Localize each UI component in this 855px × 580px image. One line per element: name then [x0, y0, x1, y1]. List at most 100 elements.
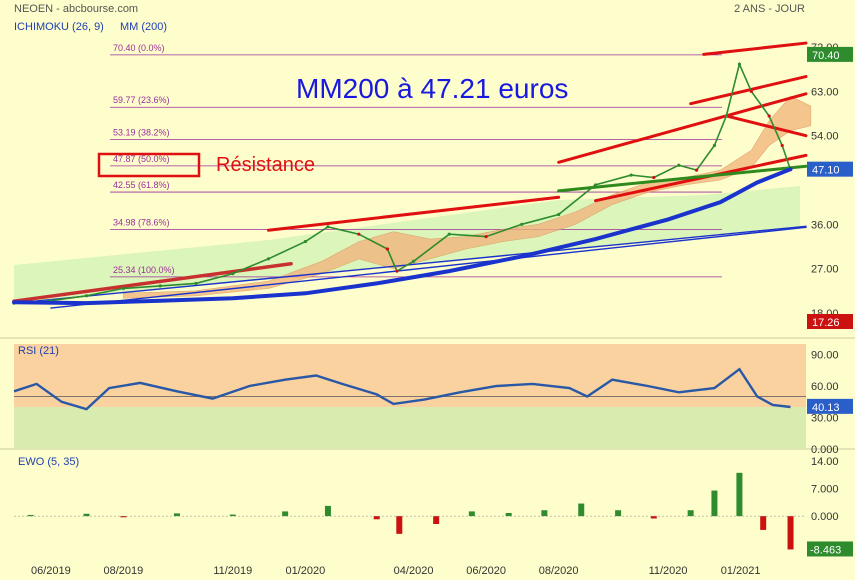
ewo-bar: [578, 503, 585, 517]
fibonacci-label: 59.77 (23.6%): [113, 95, 170, 105]
ewo-bar: [650, 516, 657, 519]
trendline-red-top: [702, 41, 808, 56]
x-tick-label: 08/2019: [104, 565, 144, 577]
x-tick-label: 01/2020: [285, 565, 325, 577]
price-point: [749, 89, 753, 93]
ewo-y-tick: 7.000: [811, 484, 839, 496]
ewo-bar: [615, 510, 622, 517]
ewo-last-badge-bg: [807, 541, 853, 557]
ewo-bar: [433, 516, 440, 525]
headline-annotation: MM200 à 47.21 euros: [296, 73, 568, 104]
price-point: [767, 114, 771, 118]
price-high-badge-bg: [807, 46, 853, 62]
price-point: [737, 62, 742, 66]
ewo-bar: [27, 514, 34, 517]
price-point: [194, 281, 198, 286]
ewo-bar: [541, 510, 548, 517]
ewo-bar: [505, 512, 512, 517]
fibonacci-label: 25.34 (100.0%): [113, 265, 175, 275]
trendline-green-support: [557, 164, 808, 193]
ewo-title: EWO (5, 35): [18, 456, 79, 468]
ewo-bar: [787, 516, 794, 550]
ewo-bar: [324, 505, 331, 517]
price-line: [13, 61, 792, 304]
trendline-blue-long-2: [50, 226, 807, 309]
trendline-red-resistance: [724, 114, 808, 138]
ewo-bar: [711, 490, 718, 517]
price-point: [780, 143, 784, 148]
ewo-bar: [373, 516, 380, 520]
resistance-box: [97, 152, 201, 178]
price-point: [677, 163, 681, 167]
trendline-red-1: [557, 92, 808, 164]
trendline-blue-long-1: [13, 225, 807, 304]
x-tick-label: 06/2020: [466, 565, 506, 577]
price-point: [593, 183, 598, 187]
price-point: [158, 284, 162, 288]
rsi-oversold-zone: [14, 407, 806, 449]
rsi-title: RSI (21): [18, 345, 59, 357]
rsi-last-badge-bg: [807, 398, 853, 414]
fibonacci-label: 53.19 (38.2%): [113, 128, 170, 138]
x-tick-label: 04/2020: [394, 565, 434, 577]
period-label: 2 ANS - JOUR: [734, 3, 805, 15]
rsi-y-tick: 30.00: [811, 413, 839, 425]
ewo-bar: [229, 514, 236, 517]
price-point: [652, 175, 656, 180]
ewo-bar: [760, 516, 767, 530]
price-point: [629, 173, 633, 177]
trendline-upper-channel-red: [266, 195, 561, 232]
indicator-mm200-label: MM (200): [120, 21, 168, 33]
trendline-red-3: [689, 75, 808, 106]
ewo-bar: [83, 513, 90, 517]
x-tick-label: 08/2020: [539, 565, 579, 577]
price-low-badge-bg: [807, 314, 853, 329]
x-tick-label: 11/2020: [649, 565, 688, 577]
ewo-last-badge: -8.463: [810, 544, 841, 556]
rsi-y-tick: 0.000: [811, 444, 839, 456]
price-point: [447, 232, 451, 236]
ewo-bar: [468, 511, 475, 517]
rsi-overbought-zone: [14, 344, 806, 407]
price-point: [557, 212, 561, 217]
price-y-tick: 54.00: [811, 131, 839, 143]
price-point: [357, 232, 361, 236]
price-point: [694, 168, 699, 172]
rsi-last-badge: 40.13: [812, 402, 840, 414]
x-tick-label: 01/2021: [721, 565, 761, 577]
ewo-bar: [173, 513, 180, 517]
ewo-y-tick: 14.00: [811, 456, 839, 468]
x-tick-label: 11/2019: [213, 565, 252, 577]
price-last-badge-bg: [807, 161, 853, 177]
rsi-line: [13, 367, 791, 411]
price-point: [484, 235, 488, 239]
indicator-ichimoku-label: ICHIMOKU (26, 9): [14, 21, 104, 33]
price-high-badge: 70.40: [812, 50, 840, 62]
price-y-tick: 27.00: [811, 264, 839, 276]
price-point: [84, 294, 89, 298]
price-point: [395, 269, 399, 273]
rsi-y-tick: 90.00: [811, 350, 839, 362]
price-y-tick: 63.00: [811, 86, 839, 98]
price-point: [231, 271, 235, 276]
ewo-bar: [736, 472, 743, 517]
ewo-bar: [396, 516, 403, 534]
price-point: [326, 225, 330, 229]
resistance-annotation: Résistance: [216, 154, 315, 176]
price-point: [385, 247, 390, 251]
mm200-line: [12, 167, 793, 306]
price-point: [303, 239, 307, 244]
x-tick-label: 06/2019: [31, 565, 71, 577]
ewo-bar: [282, 511, 289, 517]
price-y-tick: 36.00: [811, 219, 839, 231]
fibonacci-label: 42.55 (61.8%): [113, 180, 170, 190]
ewo-y-tick: 0.000: [811, 511, 839, 523]
price-point: [724, 114, 728, 118]
rsi-y-tick: 60.00: [811, 381, 839, 393]
trendline-lower-channel-red: [12, 261, 293, 303]
price-point: [121, 286, 126, 290]
ewo-bar: [120, 516, 127, 518]
price-point: [712, 143, 717, 148]
price-point: [520, 222, 524, 226]
